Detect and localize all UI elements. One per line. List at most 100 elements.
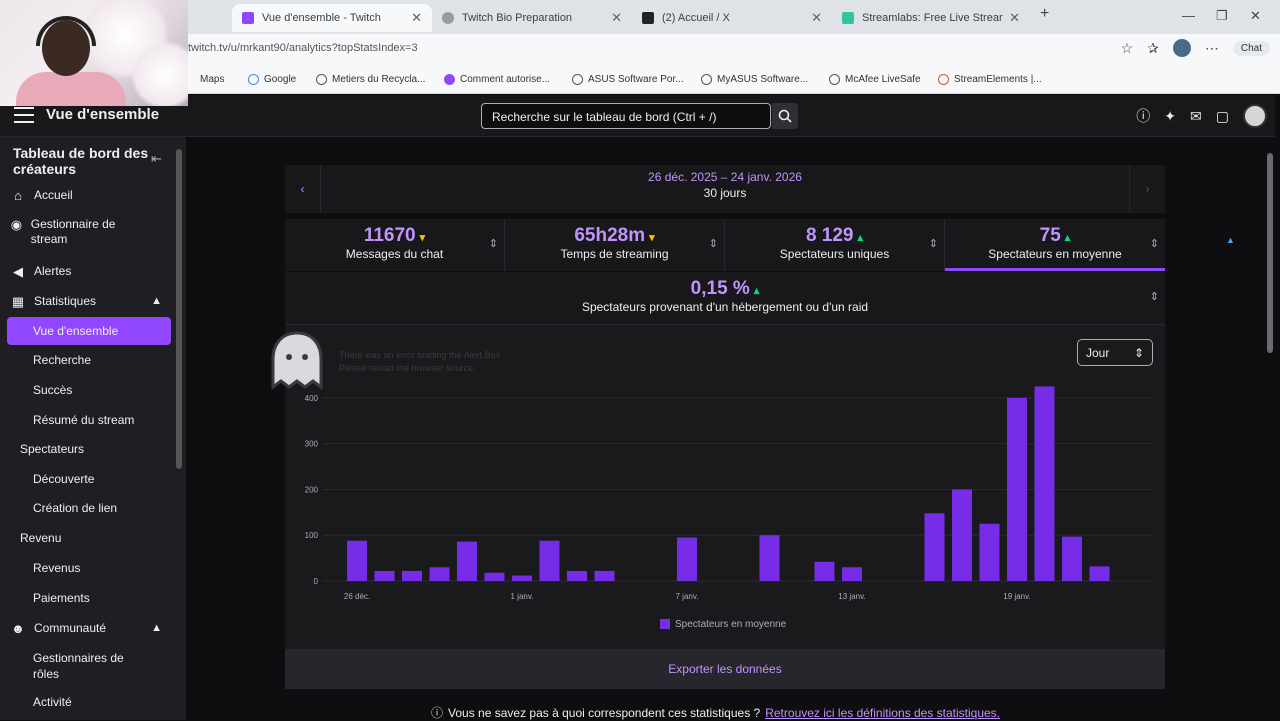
interval-select[interactable]: Jour ⇕ <box>1077 339 1153 366</box>
bookmark-mcafee[interactable]: McAfee LiveSafe <box>829 74 921 85</box>
stat-unique-viewers[interactable]: 8 129 ▴ Spectateurs uniques ⇕ <box>725 219 945 271</box>
bookmark-maps[interactable]: Maps <box>200 74 224 85</box>
bookmark-myasus[interactable]: MyASUS Software... <box>701 74 808 85</box>
chart-bar <box>429 567 450 581</box>
bookmark-google[interactable]: Google <box>248 74 296 85</box>
sidebar-item-resume[interactable]: Résumé du stream <box>33 413 135 427</box>
dashboard-search-input[interactable]: Recherche sur le tableau de bord (Ctrl +… <box>481 103 771 129</box>
stat-host-raid[interactable]: 0,15 % ▴ Spectateurs provenant d'un héber… <box>285 272 1165 324</box>
address-bar: twitch.tv/u/mrkant90/analytics?topStatsI… <box>0 34 1280 66</box>
sidebar-item-label: Vue d'ensemble <box>33 324 119 338</box>
maximize-icon[interactable]: ❐ <box>1216 8 1228 23</box>
bookmark-comment[interactable]: Comment autorise... <box>444 74 550 85</box>
sort-icon[interactable]: ⇕ <box>928 238 938 250</box>
magic-wand-icon[interactable]: ✦ <box>1164 107 1177 124</box>
inbox-icon[interactable]: ✉ <box>1190 107 1202 124</box>
stats-definitions-link[interactable]: Retrouvez ici les définitions des statis… <box>765 705 1000 720</box>
sidebar-item-activite[interactable]: Activité <box>33 695 72 709</box>
sidebar-item-revenus[interactable]: Revenus <box>33 561 81 575</box>
favorites-icon[interactable]: ✰ <box>1147 39 1159 56</box>
help-icon[interactable]: ⓘ <box>1136 108 1151 124</box>
sort-icon[interactable]: ⇕ <box>708 238 718 250</box>
stat-streaming-time[interactable]: 65h28m ▾ Temps de streaming ⇕ <box>505 219 725 271</box>
stat-chat-messages[interactable]: 11670 ▾ Messages du chat ⇕ <box>285 219 505 271</box>
sidebar-item-paiements[interactable]: Paiements <box>33 591 90 605</box>
chevron-up-icon[interactable]: ▲ <box>151 295 162 307</box>
user-avatar[interactable] <box>1243 104 1267 128</box>
y-tick-label: 200 <box>305 485 319 494</box>
x-tick-label: 7 janv. <box>676 592 699 601</box>
main-scrollbar[interactable] <box>1267 153 1273 353</box>
collapse-sidebar-icon[interactable]: ⇤ <box>151 151 162 166</box>
sidebar-item-communaute[interactable]: ☻ Communauté <box>10 621 170 636</box>
tab-streamlabs[interactable]: Streamlabs: Free Live Streaming & ✕ <box>832 4 1030 32</box>
streamelements-icon <box>938 74 949 85</box>
sidebar-item-statistiques[interactable]: ▦ Statistiques <box>10 294 170 309</box>
chevron-up-icon[interactable]: ▲ <box>151 622 162 634</box>
url-field[interactable]: twitch.tv/u/mrkant90/analytics?topStatsI… <box>188 42 418 54</box>
tab-label: Twitch Bio Preparation <box>462 12 573 24</box>
sidebar-item-alertes[interactable]: ◀ Alertes <box>10 264 170 279</box>
sidebar-item-gestionnaire[interactable]: ◉ Gestionnaire de stream <box>10 217 130 247</box>
globe-icon <box>701 74 712 85</box>
close-tab-icon[interactable]: ✕ <box>611 10 622 25</box>
dashboard-topbar: Vue d'ensemble Recherche sur le tableau … <box>0 95 1275 137</box>
close-tab-icon[interactable]: ✕ <box>1009 10 1020 25</box>
stat-average-viewers[interactable]: 75 ▴ Spectateurs en moyenne ⇕ <box>945 219 1165 271</box>
menu-icon[interactable] <box>14 107 34 123</box>
profile-avatar[interactable] <box>1172 39 1191 57</box>
stream-manager-icon: ◉ <box>10 217 23 232</box>
sidebar-item-vue-ensemble[interactable] <box>7 317 171 345</box>
bookmark-metiers[interactable]: Metiers du Recycla... <box>316 74 425 85</box>
sidebar-item-roles[interactable]: Gestionnaires de rôles <box>33 651 124 681</box>
date-range-selector: ‹ 26 déc. 2025 – 24 janv. 2026 30 jours … <box>285 165 1165 213</box>
more-options-icon[interactable]: ⋯ <box>1204 39 1219 56</box>
tab-bio-preparation[interactable]: Twitch Bio Preparation ✕ <box>432 4 632 32</box>
chart-bar <box>1062 536 1082 581</box>
close-tab-icon[interactable]: ✕ <box>411 10 422 25</box>
sort-icon[interactable]: ⇕ <box>1149 291 1159 303</box>
help-circle-icon: ⓘ <box>431 706 444 720</box>
sidebar-item-label: Alertes <box>34 264 72 278</box>
chevron-left-icon[interactable]: ‹ <box>285 165 321 213</box>
chart-bar <box>512 575 532 581</box>
tab-twitch-overview[interactable]: Vue d'ensemble - Twitch ✕ <box>232 4 432 32</box>
tab-x-home[interactable]: (2) Accueil / X ✕ <box>632 4 832 32</box>
sidebar-group-revenu[interactable]: Revenu <box>20 531 62 545</box>
minimize-icon[interactable]: — <box>1182 8 1195 23</box>
sidebar-item-accueil[interactable]: ⌂ Accueil <box>10 188 170 203</box>
stat-value: 8 129 <box>805 225 854 246</box>
favorite-star-icon[interactable]: ☆ <box>1120 39 1134 56</box>
close-tab-icon[interactable]: ✕ <box>811 10 822 25</box>
bookmark-label: StreamElements |... <box>954 74 1042 85</box>
twitch-icon <box>444 74 455 85</box>
close-window-icon[interactable]: ✕ <box>1250 8 1261 23</box>
export-data-button[interactable]: Exporter les données <box>285 649 1165 689</box>
sidebar-item-succes[interactable]: Succès <box>33 383 73 397</box>
chart-bar <box>402 570 422 581</box>
sidebar-item-label: Statistiques <box>34 294 97 308</box>
date-range-label[interactable]: 26 déc. 2025 – 24 janv. 2026 <box>648 170 802 184</box>
y-tick-label: 300 <box>305 440 319 449</box>
sort-icon[interactable]: ⇕ <box>1149 238 1159 250</box>
sidebar-scrollbar[interactable] <box>176 149 182 469</box>
search-icon[interactable] <box>772 103 798 129</box>
community-icon: ☻ <box>11 621 25 636</box>
sidebar-item-creation-lien[interactable]: Création de lien <box>33 501 118 515</box>
chart-bar <box>457 541 477 581</box>
bookmarks-bar: Maps Google Metiers du Recycla... Commen… <box>0 66 1280 94</box>
sidebar-item-decouverte[interactable]: Découverte <box>33 472 95 486</box>
copilot-chat-button[interactable]: Chat <box>1232 40 1270 56</box>
sort-icon[interactable]: ⇕ <box>488 238 498 250</box>
x-favicon-icon <box>642 12 654 24</box>
new-tab-icon[interactable]: + <box>1040 5 1050 22</box>
bookmark-label: Comment autorise... <box>460 74 551 85</box>
whispers-icon[interactable]: ▢ <box>1215 107 1229 124</box>
bookmark-asus[interactable]: ASUS Software Por... <box>572 74 684 85</box>
globe-icon <box>829 74 840 85</box>
sidebar-group-spectateurs[interactable]: Spectateurs <box>20 442 85 456</box>
sidebar-item-recherche[interactable]: Recherche <box>33 353 92 367</box>
bookmark-streamelements[interactable]: StreamElements |... <box>938 74 1042 85</box>
chevron-right-icon[interactable]: › <box>1129 165 1165 213</box>
chart-bar <box>1007 397 1027 581</box>
